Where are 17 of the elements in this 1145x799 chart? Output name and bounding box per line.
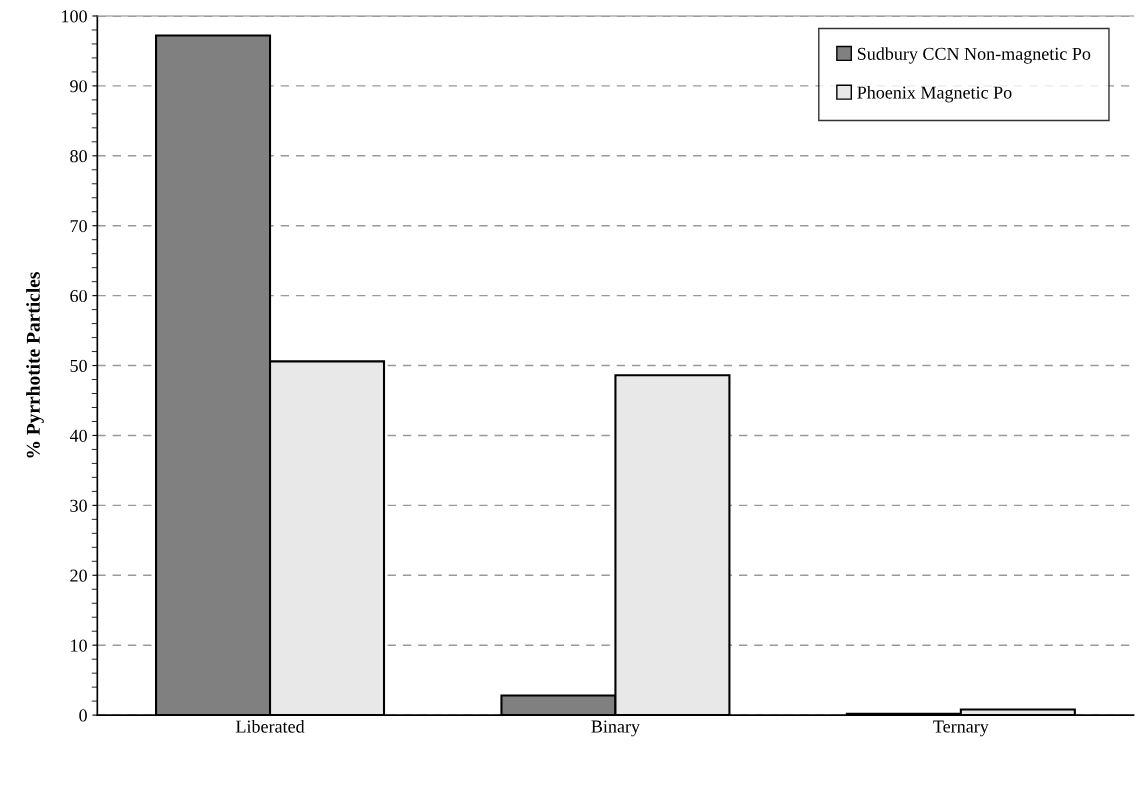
x-tick-label: Ternary	[933, 720, 989, 737]
y-tick-label: 30	[70, 499, 87, 512]
y-tick-label: 10	[71, 639, 87, 652]
legend-label: Phoenix Magnetic Po	[857, 85, 1012, 103]
y-tick-label: 60	[70, 289, 87, 303]
x-tick-label: Liberated	[235, 719, 305, 733]
y-axis-title: % Pyrrhotite Particles	[26, 272, 44, 458]
y-tick-label: 90	[70, 80, 87, 93]
y-tick-label: 20	[70, 569, 87, 582]
y-tick-label: 0	[79, 709, 87, 722]
legend-label: Sudbury CCN Non-magnetic Po	[857, 47, 1091, 64]
y-tick-label: 80	[70, 150, 87, 163]
y-tick-label: 40	[69, 429, 87, 442]
y-tick-label: 50	[70, 359, 87, 372]
y-tick-label: 70	[70, 219, 87, 233]
y-tick-label: 100	[62, 10, 87, 23]
x-tick-label: Binary	[591, 720, 640, 737]
